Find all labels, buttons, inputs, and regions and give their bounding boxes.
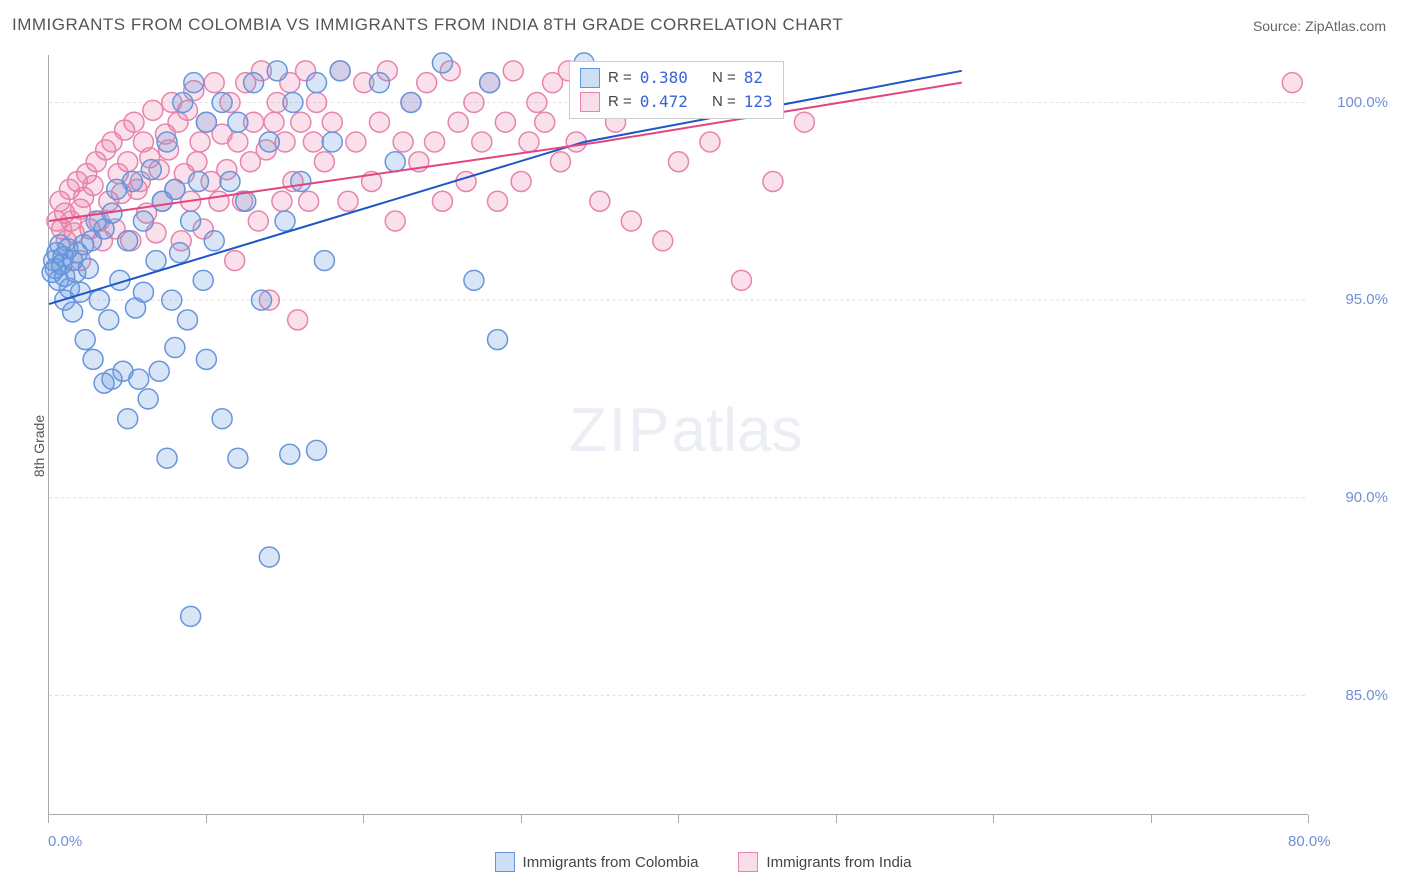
chart-container: IMMIGRANTS FROM COLOMBIA VS IMMIGRANTS F… xyxy=(0,0,1406,892)
r-value-india: 0.472 xyxy=(640,90,688,114)
swatch-colombia xyxy=(580,68,600,88)
r-label: R = xyxy=(608,67,632,90)
y-axis-label: 8th Grade xyxy=(31,415,47,477)
bottom-legend: Immigrants from Colombia Immigrants from… xyxy=(0,852,1406,872)
r-value-colombia: 0.380 xyxy=(640,66,688,90)
x-tick-label: 80.0% xyxy=(1288,833,1331,850)
plot-area: ZIPatlas R = 0.380 N = 82 R = 0.472 N = … xyxy=(48,55,1308,815)
r-label-2: R = xyxy=(608,91,632,114)
stats-legend: R = 0.380 N = 82 R = 0.472 N = 123 xyxy=(569,61,784,119)
x-tick-label: 0.0% xyxy=(48,833,82,850)
legend-swatch-india xyxy=(738,852,758,872)
plot-svg xyxy=(49,55,1308,814)
legend-item-india: Immigrants from India xyxy=(738,852,911,872)
n-label-2: N = xyxy=(712,91,736,114)
legend-label-colombia: Immigrants from Colombia xyxy=(523,854,699,871)
n-label: N = xyxy=(712,67,736,90)
n-value-colombia: 82 xyxy=(744,66,763,90)
y-tick-label: 85.0% xyxy=(1318,687,1388,704)
y-tick-label: 90.0% xyxy=(1318,489,1388,506)
stats-row-colombia: R = 0.380 N = 82 xyxy=(580,66,773,90)
y-tick-label: 100.0% xyxy=(1318,94,1388,111)
swatch-india xyxy=(580,92,600,112)
legend-item-colombia: Immigrants from Colombia xyxy=(495,852,699,872)
chart-source: Source: ZipAtlas.com xyxy=(1253,18,1386,34)
source-prefix: Source: xyxy=(1253,18,1305,34)
legend-swatch-colombia xyxy=(495,852,515,872)
chart-title: IMMIGRANTS FROM COLOMBIA VS IMMIGRANTS F… xyxy=(12,15,843,35)
source-value: ZipAtlas.com xyxy=(1305,18,1386,34)
stats-row-india: R = 0.472 N = 123 xyxy=(580,90,773,114)
n-value-india: 123 xyxy=(744,90,773,114)
legend-label-india: Immigrants from India xyxy=(766,854,911,871)
y-tick-label: 95.0% xyxy=(1318,291,1388,308)
